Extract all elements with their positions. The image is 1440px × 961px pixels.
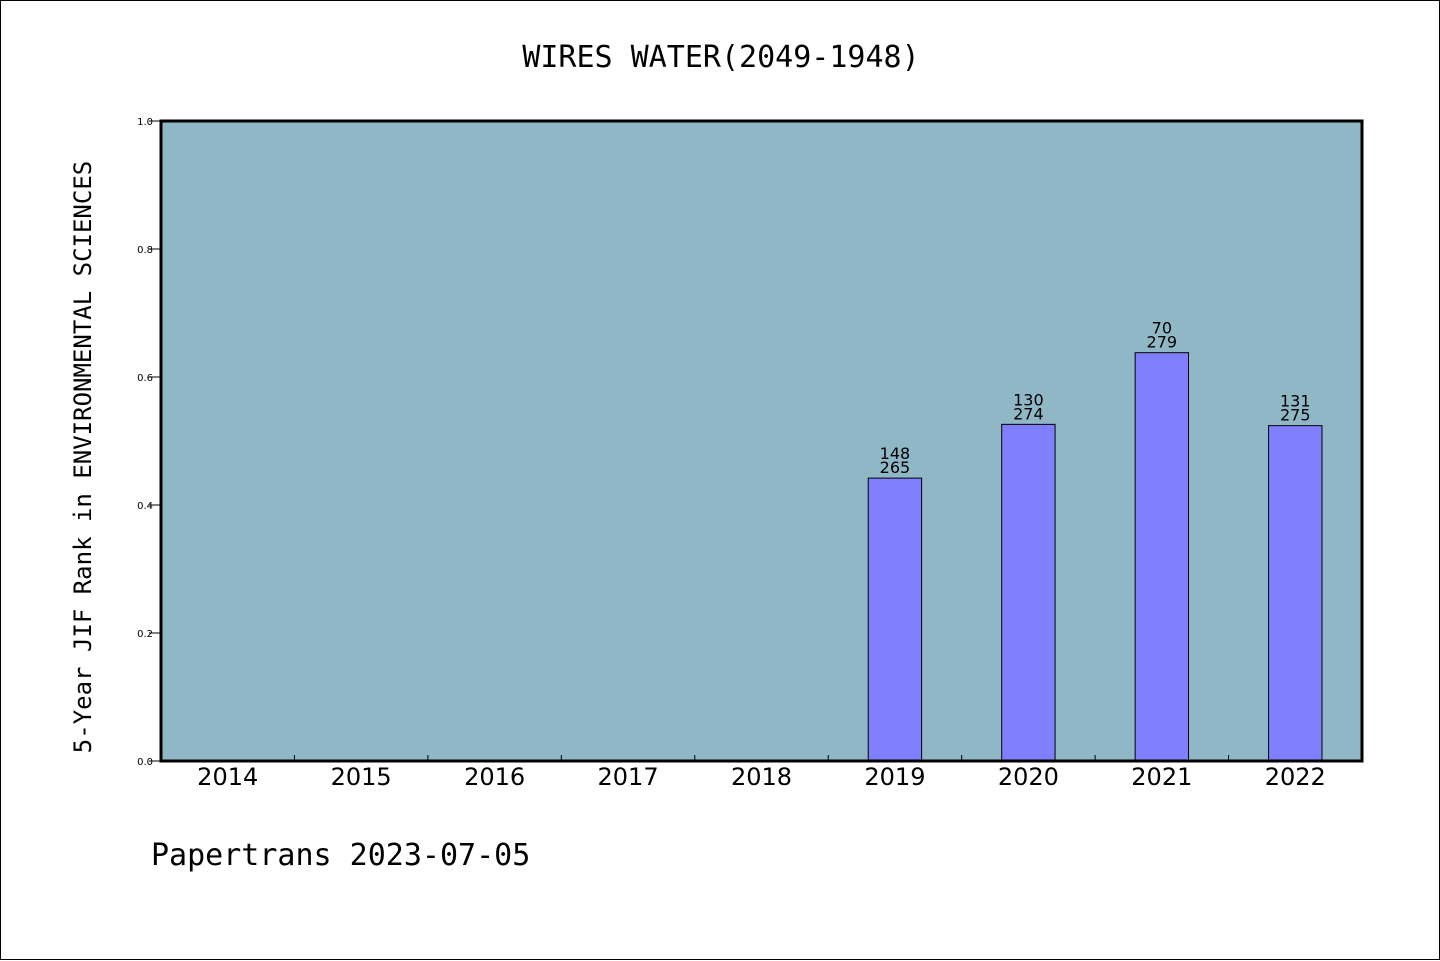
bar-label-rank: 131 — [1280, 392, 1311, 411]
bar-label-rank: 130 — [1013, 390, 1044, 409]
x-tick-label: 2017 — [598, 763, 659, 791]
y-tick-label: 0.8 — [137, 245, 153, 256]
bar-2022 — [1268, 425, 1323, 762]
bar-label-total: 275 — [1280, 406, 1311, 425]
y-tick-label: 1.0 — [137, 117, 153, 128]
x-tick-label: 2016 — [464, 763, 525, 791]
ticks-layer: 0.0 0.2 0.4 0.6 0.8 1.0 2014 2015 2016 2017 2018 20… — [137, 117, 1326, 791]
y-tick-label: 0.0 — [137, 757, 153, 768]
y-tick-label: 0.4 — [137, 501, 153, 512]
x-tick-label: 2020 — [998, 763, 1059, 791]
y-tick-label: 0.6 — [137, 373, 153, 384]
plot-border — [159, 119, 1364, 763]
bar-2019 — [867, 477, 923, 762]
y-tick-label: 0.2 — [137, 629, 153, 640]
x-tick-label: 2022 — [1265, 763, 1326, 791]
bar-label-total: 279 — [1147, 333, 1178, 352]
x-tick-label: 2019 — [864, 763, 925, 791]
bar-label-rank: 148 — [880, 444, 911, 463]
footer-text: Papertrans 2023-07-05 — [151, 838, 530, 873]
x-tick-label: 2018 — [731, 763, 792, 791]
y-axis-label: 5-Year JIF Rank in ENVIRONMENTAL SCIENCE… — [69, 161, 97, 753]
x-tick-label: 2021 — [1131, 763, 1192, 791]
bar-label-rank: 70 — [1152, 319, 1172, 338]
bar-2021 — [1134, 352, 1190, 762]
x-tick-label: 2014 — [197, 763, 258, 791]
x-tick-label: 2015 — [331, 763, 392, 791]
bar-label-total: 274 — [1013, 404, 1044, 423]
bar-2020 — [1001, 423, 1056, 762]
chart-title: WIRES WATER(2049-1948) — [522, 40, 919, 75]
bar-label-total: 265 — [880, 458, 911, 477]
